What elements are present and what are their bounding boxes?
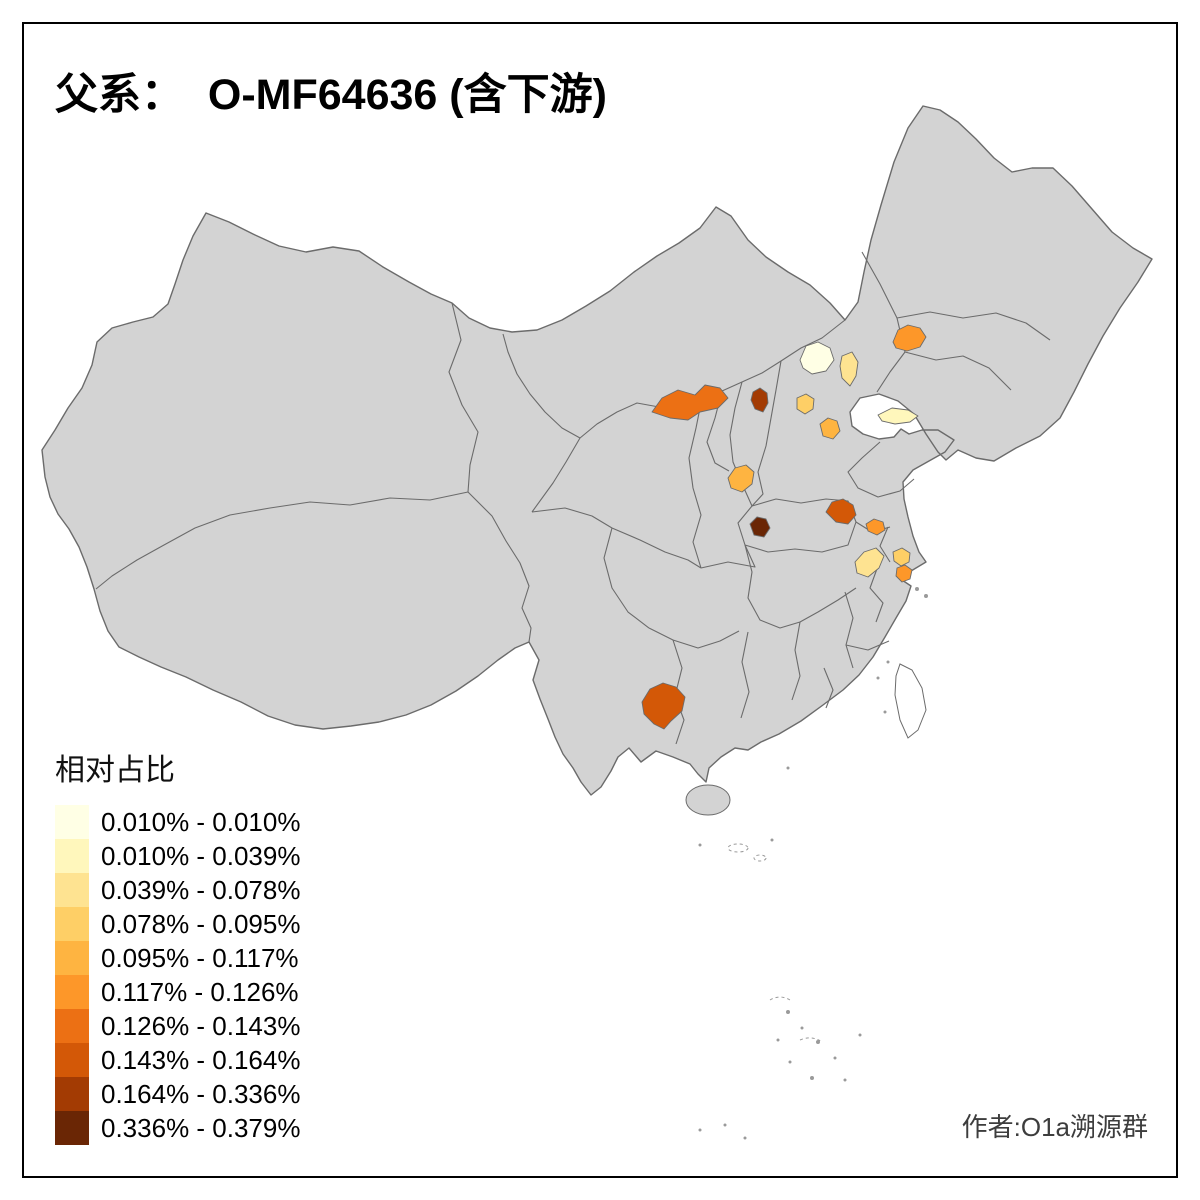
legend-swatch xyxy=(55,1043,89,1077)
china-mainland xyxy=(41,105,1153,796)
legend-swatch xyxy=(55,1111,89,1145)
taiwan-island xyxy=(894,663,927,739)
south-china-sea-islands xyxy=(698,838,862,1140)
hainan-island xyxy=(685,784,731,816)
legend-swatch xyxy=(55,975,89,1009)
legend-label: 0.095% - 0.117% xyxy=(101,942,299,973)
highlighted-region-hebei-south xyxy=(819,417,841,440)
islands xyxy=(685,587,928,816)
legend-label: 0.117% - 0.126% xyxy=(101,976,299,1007)
highlighted-region-yunnan xyxy=(641,682,686,730)
legend-swatch xyxy=(55,941,89,975)
legend-label: 0.126% - 0.143% xyxy=(101,1010,301,1041)
legend-item: 0.164% - 0.336% xyxy=(55,1077,300,1111)
legend-swatch xyxy=(55,1009,89,1043)
legend-swatch xyxy=(55,1077,89,1111)
highlighted-region-jiangsu xyxy=(865,518,886,536)
highlighted-region-shanxi xyxy=(750,387,769,413)
legend-item: 0.336% - 0.379% xyxy=(55,1111,300,1145)
highlighted-region-shaanxi-north xyxy=(727,464,755,493)
legend-label: 0.143% - 0.164% xyxy=(101,1044,301,1075)
legend-swatch xyxy=(55,873,89,907)
highlighted-region-hebei-central xyxy=(796,393,815,415)
highlighted-region-shaanxi-south xyxy=(749,516,771,538)
highlighted-region-inner-mongolia xyxy=(651,384,729,421)
legend-item: 0.126% - 0.143% xyxy=(55,1009,300,1043)
legend-item: 0.010% - 0.010% xyxy=(55,805,300,839)
highlighted-region-yangtze-delta-south xyxy=(895,564,913,583)
legend-label: 0.164% - 0.336% xyxy=(101,1078,301,1109)
legend-swatch xyxy=(55,839,89,873)
highlighted-region-liaoning xyxy=(892,324,927,352)
author-credit: 作者:O1a溯源群 xyxy=(961,1112,1148,1142)
highlighted-regions xyxy=(641,324,927,730)
legend-item: 0.078% - 0.095% xyxy=(55,907,300,941)
highlighted-region-shandong-peninsula xyxy=(877,407,919,425)
legend-item: 0.039% - 0.078% xyxy=(55,873,300,907)
legend-item: 0.117% - 0.126% xyxy=(55,975,300,1009)
legend-label: 0.078% - 0.095% xyxy=(101,908,301,939)
legend-title: 相对占比 xyxy=(55,754,175,787)
legend-label: 0.039% - 0.078% xyxy=(101,874,301,905)
highlighted-region-yangtze-delta-north xyxy=(892,547,911,567)
map-title: 父系： O-MF64636 (含下游) xyxy=(55,71,607,119)
highlighted-region-tianjin xyxy=(839,351,859,387)
legend-item: 0.010% - 0.039% xyxy=(55,839,300,873)
legend-item: 0.143% - 0.164% xyxy=(55,1043,300,1077)
province-borders xyxy=(95,251,1051,745)
highlighted-region-anhui-south xyxy=(854,547,885,578)
legend-swatch xyxy=(55,805,89,839)
plot-frame xyxy=(22,22,1178,1178)
legend-item: 0.095% - 0.117% xyxy=(55,941,300,975)
legend-swatch xyxy=(55,907,89,941)
legend-label: 0.010% - 0.039% xyxy=(101,840,301,871)
legend-label: 0.010% - 0.010% xyxy=(101,806,301,837)
legend-label: 0.336% - 0.379% xyxy=(101,1112,301,1143)
highlighted-region-beijing xyxy=(799,341,835,375)
legend: 相对占比 0.010% - 0.010% 0.010% - 0.039% 0.0… xyxy=(55,745,300,1145)
highlighted-region-henan-east xyxy=(825,498,857,525)
